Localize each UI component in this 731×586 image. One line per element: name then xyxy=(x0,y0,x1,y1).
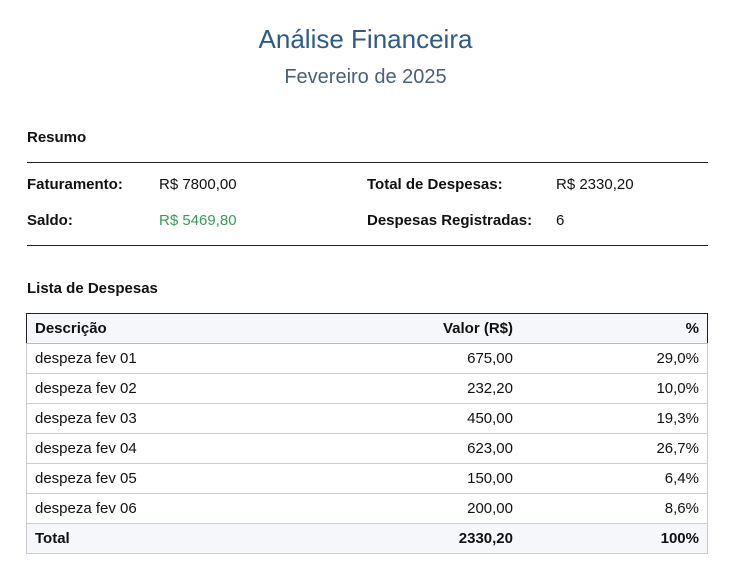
revenue-value: R$ 7800,00 xyxy=(159,176,237,193)
count-label: Despesas Registradas: xyxy=(367,212,533,229)
cell-value: 200,00 xyxy=(145,493,521,524)
expenses-table: Descrição Valor (R$) % despeza fev 01 675… xyxy=(26,313,708,554)
table-header: Descrição Valor (R$) % xyxy=(26,313,708,344)
table-row: despeza fev 03 450,00 19,3% xyxy=(26,403,708,434)
cell-description: despeza fev 02 xyxy=(26,373,145,404)
cell-description: despeza fev 05 xyxy=(26,463,145,494)
cell-percent: 8,6% xyxy=(521,493,708,524)
cell-value: 675,00 xyxy=(145,343,521,374)
total-value: 2330,20 xyxy=(145,523,521,554)
cell-value: 150,00 xyxy=(145,463,521,494)
divider xyxy=(27,245,708,246)
total-percent: 100% xyxy=(521,523,708,554)
cell-description: despeza fev 01 xyxy=(26,343,145,374)
table-row: despeza fev 06 200,00 8,6% xyxy=(26,493,708,524)
revenue-label: Faturamento: xyxy=(27,176,123,193)
cell-value: 450,00 xyxy=(145,403,521,434)
cell-percent: 10,0% xyxy=(521,373,708,404)
cell-value: 623,00 xyxy=(145,433,521,464)
table-row: despeza fev 01 675,00 29,0% xyxy=(26,343,708,374)
expenses-value: R$ 2330,20 xyxy=(556,176,634,193)
cell-percent: 29,0% xyxy=(521,343,708,374)
table-row: despeza fev 02 232,20 10,0% xyxy=(26,373,708,404)
balance-value: R$ 5469,80 xyxy=(159,212,237,229)
cell-value: 232,20 xyxy=(145,373,521,404)
cell-percent: 19,3% xyxy=(521,403,708,434)
col-value: Valor (R$) xyxy=(145,313,521,344)
col-percent: % xyxy=(521,313,708,344)
table-row: despeza fev 05 150,00 6,4% xyxy=(26,463,708,494)
cell-description: despeza fev 03 xyxy=(26,403,145,434)
page-subtitle: Fevereiro de 2025 xyxy=(284,66,447,88)
divider xyxy=(27,162,708,163)
cell-percent: 26,7% xyxy=(521,433,708,464)
col-description: Descrição xyxy=(26,313,145,344)
total-label: Total xyxy=(26,523,145,554)
expenses-label: Total de Despesas: xyxy=(367,176,503,193)
balance-label: Saldo: xyxy=(27,212,73,229)
cell-description: despeza fev 04 xyxy=(26,433,145,464)
table-row: despeza fev 04 623,00 26,7% xyxy=(26,433,708,464)
expenses-list-heading: Lista de Despesas xyxy=(27,280,158,297)
summary-heading: Resumo xyxy=(27,129,87,146)
total-row: Total 2330,20 100% xyxy=(26,523,708,554)
page-title: Análise Financeira xyxy=(258,24,473,54)
cell-description: despeza fev 06 xyxy=(26,493,145,524)
count-value: 6 xyxy=(556,212,565,229)
cell-percent: 6,4% xyxy=(521,463,708,494)
